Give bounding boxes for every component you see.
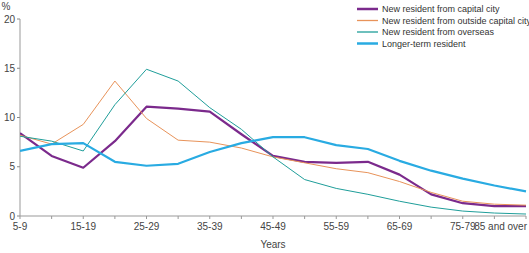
x-tick: [462, 216, 463, 219]
x-tick: [367, 216, 368, 219]
x-tick-label: 35-39: [197, 221, 223, 232]
series-line: [20, 137, 526, 191]
y-axis-label: %: [2, 1, 11, 12]
legend-swatch: [357, 20, 378, 21]
x-tick-label: 25-29: [134, 221, 160, 232]
legend-label: Longer-term resident: [382, 39, 466, 49]
x-tick: [146, 216, 147, 219]
legend: New resident from capital city New reside…: [357, 4, 529, 49]
x-tick: [494, 216, 495, 219]
y-axis: [20, 19, 21, 216]
legend-swatch: [357, 8, 378, 11]
legend-swatch: [357, 42, 378, 45]
x-tick-label: 85 and over: [474, 221, 527, 232]
x-tick-label: 55-59: [323, 221, 349, 232]
y-tick-label: 10: [4, 112, 16, 123]
x-tick: [399, 216, 400, 219]
x-tick: [304, 216, 305, 219]
x-tick: [20, 216, 21, 219]
x-tick-label: 5-9: [13, 221, 28, 232]
x-tick-label: 65-69: [387, 221, 413, 232]
x-tick-label: 75-79: [450, 221, 476, 232]
x-tick: [241, 216, 242, 219]
x-tick: [51, 216, 52, 219]
x-tick: [431, 216, 432, 219]
x-tick-label: 15-19: [70, 221, 96, 232]
plot-area: [20, 69, 526, 214]
x-tick: [209, 216, 210, 219]
x-tick: [114, 216, 115, 219]
x-tick: [83, 216, 84, 219]
series-line: [20, 81, 526, 205]
legend-swatch: [357, 31, 378, 32]
y-tick-label: 20: [4, 14, 16, 25]
legend-label: New resident from capital city: [382, 4, 500, 14]
chart: 0 5 10 15 20% 5-9 15-19 25-29 35-39 45-49 55-59 65-…: [0, 0, 529, 253]
x-tick: [178, 216, 179, 219]
y-tick-label: 0: [9, 211, 15, 222]
legend-label: New resident from outside capital city: [382, 16, 529, 26]
legend-label: New resident from overseas: [382, 27, 495, 37]
x-tick-label: 45-49: [260, 221, 286, 232]
x-tick: [273, 216, 274, 219]
series-line: [20, 69, 526, 214]
x-tick: [336, 216, 337, 219]
y-tick-label: 15: [4, 63, 16, 74]
y-tick-label: 5: [9, 161, 15, 172]
x-tick: [526, 216, 527, 219]
x-axis-label: Years: [260, 239, 285, 250]
